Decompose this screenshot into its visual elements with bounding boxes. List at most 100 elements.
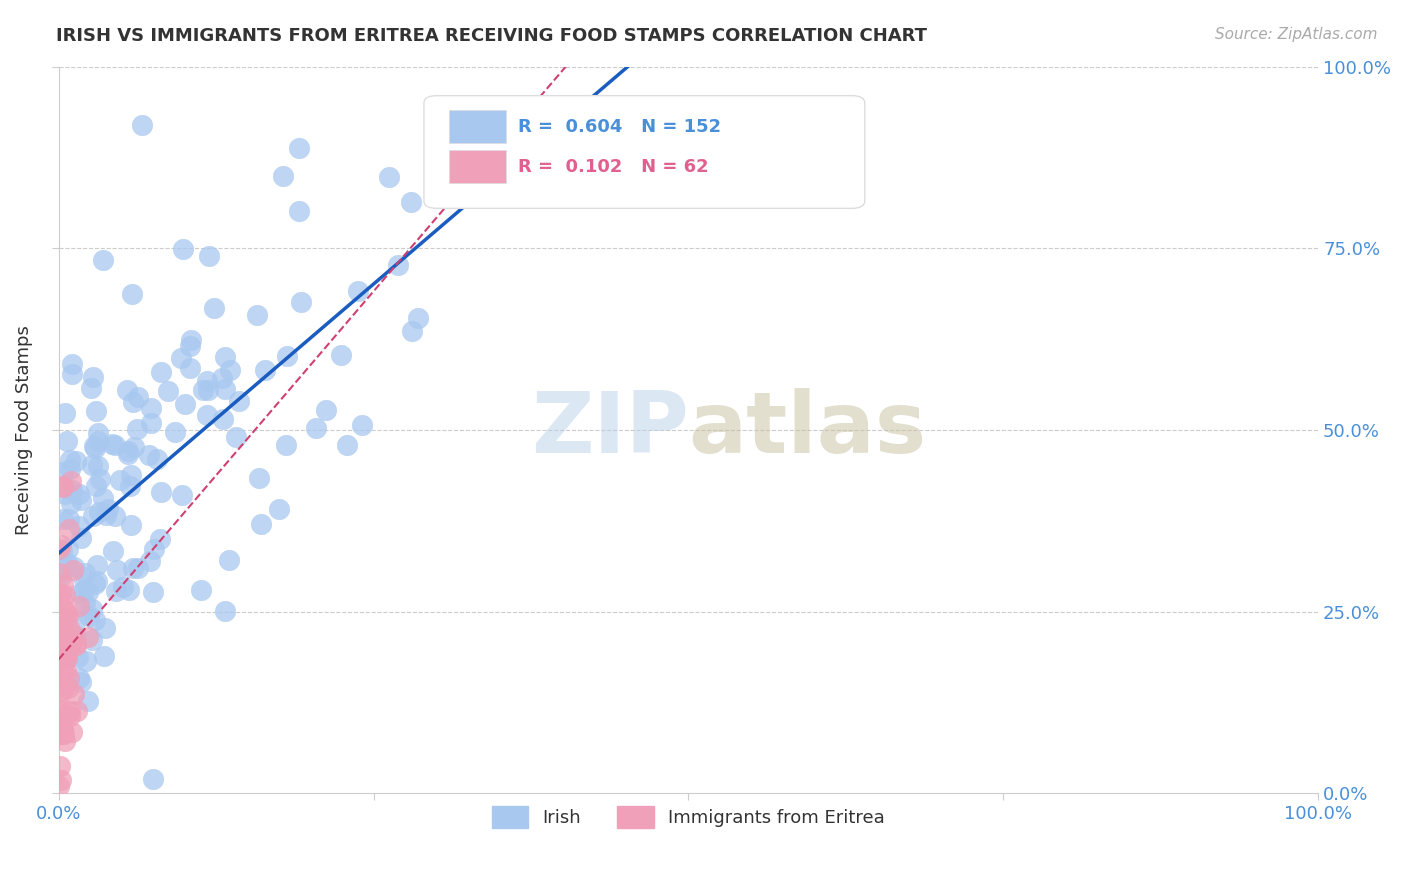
- Point: [143, 541, 166, 556]
- Point: [142, 585, 165, 599]
- Point: [67, 599, 90, 614]
- Point: [139, 401, 162, 415]
- Point: [53, 561, 76, 575]
- Point: [52, 512, 75, 526]
- Point: [56, 607, 79, 621]
- Point: [254, 363, 277, 377]
- Point: [139, 554, 162, 568]
- Point: [138, 448, 160, 462]
- Point: [73, 596, 96, 610]
- Point: [273, 169, 295, 183]
- Point: [55, 664, 77, 678]
- Point: [59, 474, 82, 488]
- Point: [127, 561, 149, 575]
- Point: [149, 365, 172, 379]
- Point: [84, 577, 107, 591]
- Point: [387, 258, 409, 272]
- Point: [51, 683, 73, 698]
- Point: [246, 309, 269, 323]
- Point: [84, 479, 107, 493]
- Point: [51, 650, 73, 665]
- Point: [347, 284, 370, 298]
- Point: [56, 648, 79, 662]
- Point: [77, 630, 100, 644]
- Point: [56, 608, 79, 623]
- Point: [49, 587, 72, 601]
- Point: [53, 707, 76, 722]
- Text: atlas: atlas: [689, 389, 927, 472]
- Point: [48, 672, 70, 686]
- Bar: [449, 150, 506, 183]
- Point: [274, 438, 297, 452]
- Point: [104, 437, 127, 451]
- Point: [120, 468, 142, 483]
- Point: [179, 339, 201, 353]
- Point: [52, 480, 75, 494]
- Point: [122, 440, 145, 454]
- Point: [62, 627, 84, 641]
- Point: [65, 638, 87, 652]
- Point: [48, 727, 70, 741]
- Point: [219, 362, 242, 376]
- Point: [79, 381, 101, 395]
- Point: [48, 542, 70, 557]
- Point: [82, 509, 104, 524]
- Point: [49, 727, 72, 741]
- Point: [48, 703, 70, 717]
- Point: [149, 533, 172, 547]
- Point: [120, 517, 142, 532]
- Point: [350, 418, 373, 433]
- Point: [276, 349, 298, 363]
- Point: [304, 421, 326, 435]
- Point: [146, 451, 169, 466]
- FancyBboxPatch shape: [425, 95, 865, 209]
- Point: [72, 570, 94, 584]
- Point: [202, 301, 225, 315]
- Point: [378, 169, 401, 184]
- Point: [195, 408, 218, 422]
- Point: [250, 517, 273, 532]
- Point: [170, 351, 193, 366]
- Point: [59, 708, 82, 723]
- Point: [58, 512, 80, 526]
- Point: [70, 531, 93, 545]
- Point: [48, 620, 70, 634]
- Point: [59, 452, 82, 467]
- Point: [149, 485, 172, 500]
- Point: [131, 118, 153, 132]
- Point: [60, 357, 83, 371]
- Point: [77, 585, 100, 599]
- Point: [197, 383, 219, 397]
- Point: [214, 382, 236, 396]
- Text: R =  0.604   N = 152: R = 0.604 N = 152: [519, 118, 721, 136]
- Point: [93, 491, 115, 505]
- Point: [53, 727, 76, 741]
- Point: [53, 604, 76, 618]
- Y-axis label: Receiving Food Stamps: Receiving Food Stamps: [15, 325, 32, 535]
- Point: [172, 242, 194, 256]
- Point: [59, 461, 82, 475]
- Point: [58, 622, 80, 636]
- Point: [67, 487, 90, 501]
- Point: [228, 394, 250, 409]
- Point: [51, 649, 73, 664]
- Point: [56, 541, 79, 556]
- Point: [93, 621, 115, 635]
- Point: [80, 632, 103, 647]
- Point: [84, 613, 107, 627]
- Point: [65, 613, 87, 627]
- Point: [108, 473, 131, 487]
- Point: [105, 564, 128, 578]
- Point: [67, 519, 90, 533]
- Point: [82, 602, 104, 616]
- Point: [76, 694, 98, 708]
- Point: [73, 566, 96, 580]
- Point: [118, 583, 141, 598]
- Point: [87, 458, 110, 473]
- Point: [51, 478, 73, 492]
- Point: [225, 430, 247, 444]
- Point: [51, 544, 73, 558]
- Point: [121, 286, 143, 301]
- Point: [51, 611, 73, 625]
- Point: [53, 406, 76, 420]
